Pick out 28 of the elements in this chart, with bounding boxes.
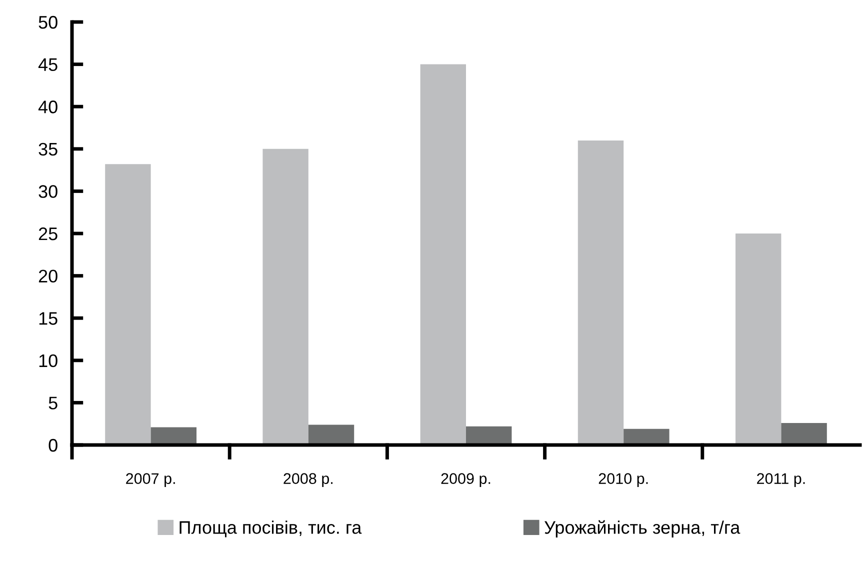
x-tick-label: 2010 р. xyxy=(598,473,648,488)
y-tick-label: 0 xyxy=(48,438,58,452)
y-tick-label: 20 xyxy=(38,270,58,283)
bar xyxy=(150,427,197,445)
legend-label: Площа посівів, тис. га xyxy=(180,520,362,538)
y-tick-label: 50 xyxy=(38,16,58,29)
y-tick-label: 25 xyxy=(38,227,58,240)
x-tick-label: 2009 р. xyxy=(441,473,490,488)
y-tick-label: 45 xyxy=(38,58,58,72)
y-tick-label: 15 xyxy=(39,312,58,325)
bar xyxy=(420,64,466,445)
bar xyxy=(781,423,827,445)
bar xyxy=(308,424,354,445)
y-tick-label: 35 xyxy=(38,142,58,156)
y-tick-label: 30 xyxy=(38,185,58,198)
legend-label: Урожайність зерна, т/га xyxy=(544,520,740,538)
bar xyxy=(262,148,308,445)
bar xyxy=(578,140,624,445)
x-tick-label: 2011 р. xyxy=(757,473,805,488)
bar xyxy=(735,234,782,445)
bar xyxy=(624,428,670,445)
y-tick-label: 40 xyxy=(38,100,58,114)
bar xyxy=(105,164,151,445)
y-tick-label: 5 xyxy=(48,396,58,410)
bar xyxy=(466,426,512,445)
x-tick-label: 2008 р. xyxy=(284,473,332,488)
x-tick-label: 2007 р. xyxy=(126,473,175,488)
y-tick-label: 10 xyxy=(39,354,58,368)
